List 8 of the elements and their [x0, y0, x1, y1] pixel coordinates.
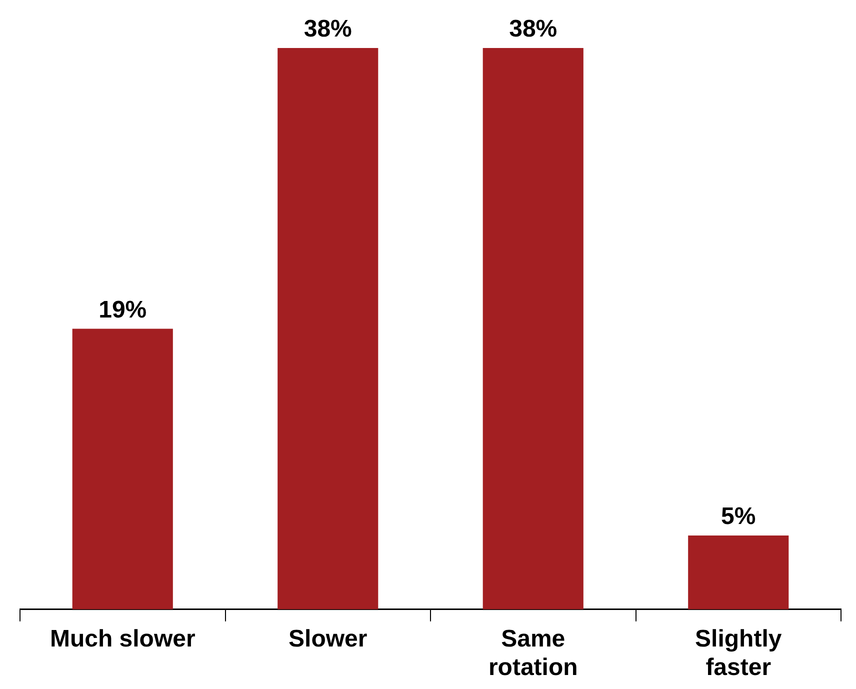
data-label: 19%: [98, 296, 147, 324]
x-tick-label: Same rotation: [488, 625, 578, 682]
x-tick-label: Slightly faster: [695, 625, 782, 682]
data-label: 38%: [304, 16, 352, 43]
data-label: 38%: [509, 16, 558, 43]
x-tick-label: Slower: [288, 625, 368, 652]
data-label: 5%: [721, 503, 756, 530]
x-tick-label: Much slower: [50, 625, 196, 652]
